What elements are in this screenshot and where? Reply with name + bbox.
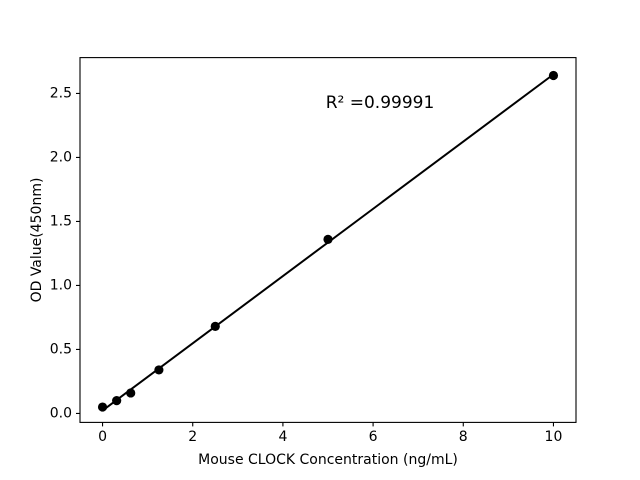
x-tick-label: 8 — [459, 429, 468, 445]
x-tick-label: 2 — [188, 429, 197, 445]
x-tick-label: 4 — [278, 429, 287, 445]
y-tick-label: 2.0 — [50, 149, 72, 165]
data-point — [97, 402, 108, 412]
x-tick-label: 6 — [369, 429, 378, 445]
y-tick-label: 2.5 — [50, 85, 72, 101]
plot-border — [79, 57, 577, 423]
y-tick-label: 1.5 — [50, 213, 72, 229]
y-tick-label: 0.0 — [50, 405, 72, 421]
data-point — [210, 321, 220, 331]
data-point — [126, 388, 136, 398]
x-tick-label: 0 — [98, 429, 107, 445]
data-point — [112, 396, 122, 406]
y-axis-label: OD Value(450nm) — [29, 177, 45, 303]
data-point — [154, 365, 164, 375]
x-tick-label: 10 — [545, 429, 563, 445]
data-point — [548, 70, 559, 81]
r-squared-annotation: R² =0.99991 — [325, 93, 435, 113]
data-point — [323, 234, 333, 244]
y-tick-label: 1.0 — [50, 277, 72, 293]
y-tick-label: 0.5 — [50, 341, 72, 357]
x-axis-label: Mouse CLOCK Concentration (ng/mL) — [198, 452, 458, 468]
